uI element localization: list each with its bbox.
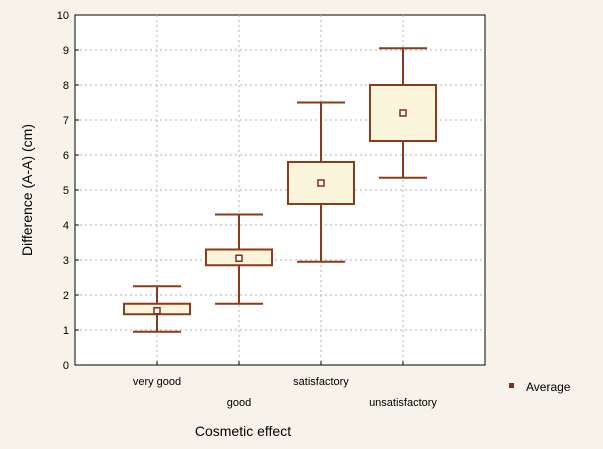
box-very-good — [123, 285, 191, 333]
y-tick-label: 9 — [63, 45, 69, 57]
x-category-label: good — [227, 397, 251, 409]
mean-marker — [153, 307, 161, 315]
y-tick-label: 7 — [63, 115, 69, 127]
x-category-label: very good — [133, 376, 181, 388]
legend-average-label: Average — [526, 380, 571, 394]
y-tick-label: 0 — [63, 360, 69, 372]
y-tick-label: 4 — [63, 220, 69, 232]
y-axis-title: Difference (A-A) (cm) — [19, 124, 35, 256]
y-tick-label: 3 — [63, 255, 69, 267]
x-category-label: unsatisfactory — [369, 397, 437, 409]
box-unsatisfactory — [369, 47, 437, 179]
y-axis-ticks: 0 1 2 3 4 5 6 7 8 9 10 — [57, 10, 79, 372]
box-good — [205, 213, 273, 305]
y-tick-label: 8 — [63, 80, 69, 92]
box-satisfactory — [287, 101, 355, 263]
y-tick-label: 5 — [63, 185, 69, 197]
box-series — [123, 47, 437, 333]
x-axis-categories: very good good satisfactory unsatisfactory — [133, 361, 437, 409]
y-tick-label: 10 — [57, 10, 69, 22]
legend-average-marker — [509, 383, 514, 388]
mean-marker — [399, 109, 407, 117]
x-category-label: satisfactory — [293, 376, 349, 388]
y-tick-label: 6 — [63, 150, 69, 162]
x-axis-title: Cosmetic effect — [195, 423, 291, 439]
mean-marker — [235, 254, 243, 262]
legend: Average — [509, 380, 571, 394]
mean-marker — [317, 179, 325, 187]
y-tick-label: 1 — [63, 325, 69, 337]
y-tick-label: 2 — [63, 290, 69, 302]
grid-lines — [75, 15, 485, 365]
